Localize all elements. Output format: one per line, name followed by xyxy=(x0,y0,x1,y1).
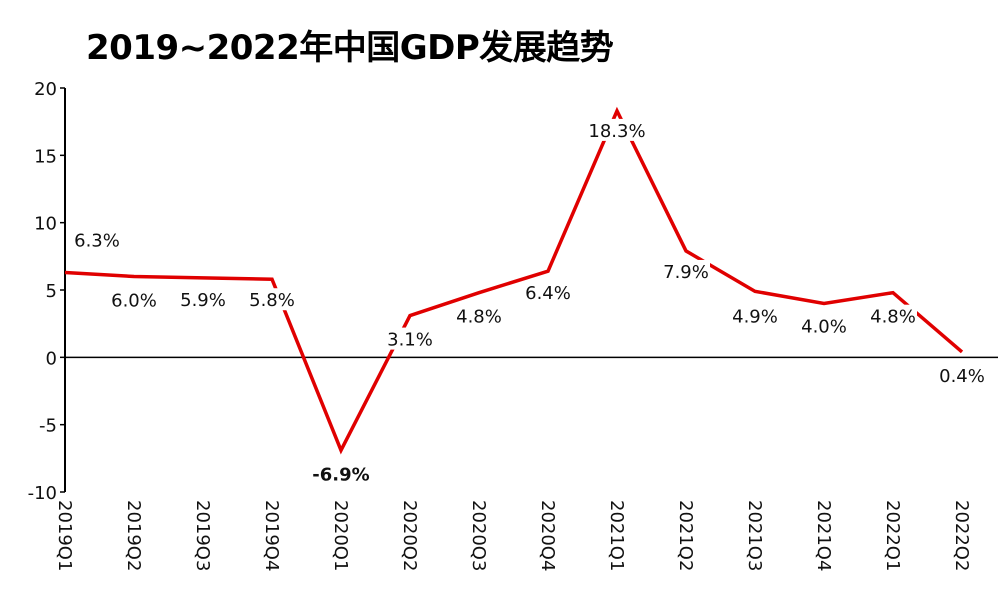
data-label-background xyxy=(800,314,848,337)
x-tick-label: 2019Q3 xyxy=(192,500,213,571)
data-label: 0.4% xyxy=(939,366,985,387)
data-label-background xyxy=(731,304,779,327)
x-tick-label: 2021Q1 xyxy=(606,500,627,571)
data-label-background xyxy=(869,304,917,327)
data-label: 4.8% xyxy=(870,307,916,328)
x-tick-label: 2019Q1 xyxy=(54,500,75,571)
chart-title: 2019~2022年中国GDP发展趋势 xyxy=(86,28,614,68)
y-tick-label: 5 xyxy=(46,281,57,302)
data-label-background xyxy=(110,288,158,311)
data-label-background xyxy=(455,304,503,327)
y-tick-label: 10 xyxy=(34,214,57,235)
data-label-background xyxy=(311,462,371,485)
data-label-background xyxy=(179,287,227,310)
data-label: 6.3% xyxy=(74,230,120,251)
y-tick-label: 15 xyxy=(34,146,57,167)
data-label: 4.0% xyxy=(801,316,847,337)
data-label: 5.9% xyxy=(180,290,226,311)
x-tick-label: 2020Q1 xyxy=(330,500,351,571)
x-tick-label: 2022Q2 xyxy=(951,500,972,571)
data-label-background xyxy=(248,288,296,311)
data-label-background xyxy=(73,228,121,251)
data-label-background xyxy=(587,118,647,141)
x-tick-label: 2020Q2 xyxy=(399,500,420,571)
data-label-background xyxy=(662,259,710,282)
data-label: 4.8% xyxy=(456,307,502,328)
x-tick-label: 2019Q2 xyxy=(123,500,144,571)
data-label: 3.1% xyxy=(387,330,433,351)
data-label: 4.9% xyxy=(732,306,778,327)
x-tick-label: 2021Q2 xyxy=(675,500,696,571)
data-label: 18.3% xyxy=(588,121,645,142)
x-tick-label: 2019Q4 xyxy=(261,500,282,571)
data-label: 7.9% xyxy=(663,262,709,283)
x-tick-label: 2020Q3 xyxy=(468,500,489,571)
y-tick-label: -10 xyxy=(28,483,57,504)
data-label-background xyxy=(938,363,986,386)
x-tick-label: 2021Q3 xyxy=(744,500,765,571)
x-tick-label: 2022Q1 xyxy=(882,500,903,571)
y-tick-label: 0 xyxy=(46,348,57,369)
data-label: 6.0% xyxy=(111,291,157,312)
y-tick-label: -5 xyxy=(39,416,57,437)
data-label: 6.4% xyxy=(525,283,571,304)
data-label: 5.8% xyxy=(249,290,295,311)
x-tick-label: 2021Q4 xyxy=(813,500,834,571)
data-label-background xyxy=(524,281,572,304)
series-line xyxy=(64,106,964,455)
data-label-background xyxy=(386,327,434,350)
y-tick-label: 20 xyxy=(34,79,57,100)
x-tick-label: 2020Q4 xyxy=(537,500,558,571)
data-label: -6.9% xyxy=(312,464,369,485)
